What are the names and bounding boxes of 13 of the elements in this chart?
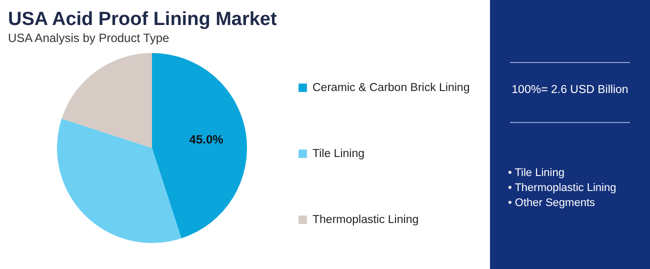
text: • Other Segments <box>508 196 596 211</box>
chart-title: USA Acid Proof Lining Market <box>8 9 278 30</box>
text: 100%= 2.6 USD Billion <box>510 84 630 96</box>
legend-label: Thermoplastic Lining <box>312 214 419 226</box>
pie-slice <box>62 53 152 148</box>
legend-label: Tile Lining <box>312 148 364 160</box>
text: • Tile Lining <box>508 166 566 181</box>
legend-label: Ceramic & Carbon Brick Lining <box>312 82 470 94</box>
chart-subtitle: USA Analysis by Product Type <box>8 31 170 45</box>
pie-slice <box>57 118 182 243</box>
pie-slice <box>152 53 247 238</box>
data-label: 45.0% <box>189 132 224 146</box>
text: • Thermoplastic Lining <box>508 181 616 196</box>
